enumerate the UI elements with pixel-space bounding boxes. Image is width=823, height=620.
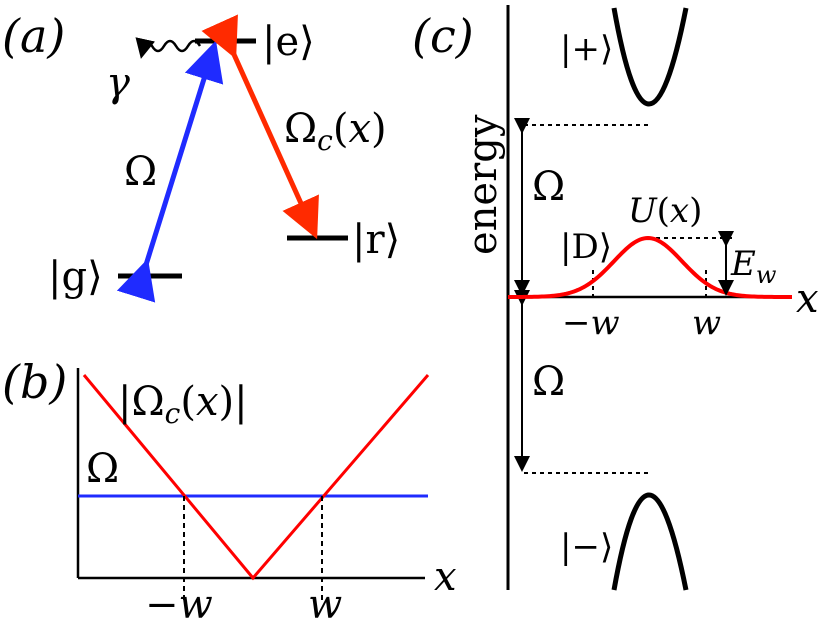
bright-minus-label: |−⟩ bbox=[560, 527, 613, 567]
decay-label: γ bbox=[106, 60, 130, 106]
panel-c-tick-w: w bbox=[692, 303, 721, 343]
bright-plus-label: |+⟩ bbox=[560, 29, 613, 69]
control-magnitude-curve bbox=[82, 374, 430, 581]
upper-gap-label: Ω bbox=[532, 164, 565, 210]
panel-c-tick-neg-w: −w bbox=[562, 303, 620, 343]
panel-b-x-label: x bbox=[434, 554, 457, 600]
control-magnitude-label: |Ωc(x)| bbox=[118, 379, 248, 430]
potential-label: U(x) bbox=[628, 191, 702, 231]
decay-arrow bbox=[135, 37, 202, 59]
tick-label-w: w bbox=[308, 582, 342, 620]
tick-label-neg-w: −w bbox=[145, 582, 213, 620]
probe-label: Ω bbox=[124, 149, 157, 195]
panel-c-x-label: x bbox=[796, 276, 819, 322]
panel-a-label: (a) bbox=[2, 9, 65, 63]
dark-state-potential-curve bbox=[507, 235, 792, 299]
probe-level-label: Ω bbox=[86, 446, 119, 492]
bright-plus-band bbox=[611, 7, 689, 107]
lower-gap-label: Ω bbox=[532, 359, 565, 405]
control-label: Ωc(x) bbox=[284, 106, 387, 157]
panel-b: (b) x Ω |Ωc(x)| −w w bbox=[2, 355, 457, 620]
panel-b-label: (b) bbox=[2, 355, 67, 409]
bright-minus-band bbox=[611, 492, 689, 591]
dark-state-label: |D⟩ bbox=[560, 227, 612, 267]
level-ground-label: |g⟩ bbox=[48, 254, 103, 300]
level-excited-label: |e⟩ bbox=[262, 19, 315, 65]
panel-a: (a) |e⟩ |g⟩ |r⟩ γ Ω Ωc(x) bbox=[2, 9, 400, 303]
control-transition-arrow bbox=[201, 14, 319, 240]
barrier-label: Ew bbox=[730, 244, 777, 289]
panel-c-label: (c) bbox=[412, 9, 474, 63]
level-rydberg-label: |r⟩ bbox=[352, 217, 400, 263]
panel-c: (c) energy x |+⟩ |−⟩ Ω Ω |D⟩ U(x) Ew −w … bbox=[412, 5, 819, 591]
energy-axis-label: energy bbox=[460, 114, 506, 255]
